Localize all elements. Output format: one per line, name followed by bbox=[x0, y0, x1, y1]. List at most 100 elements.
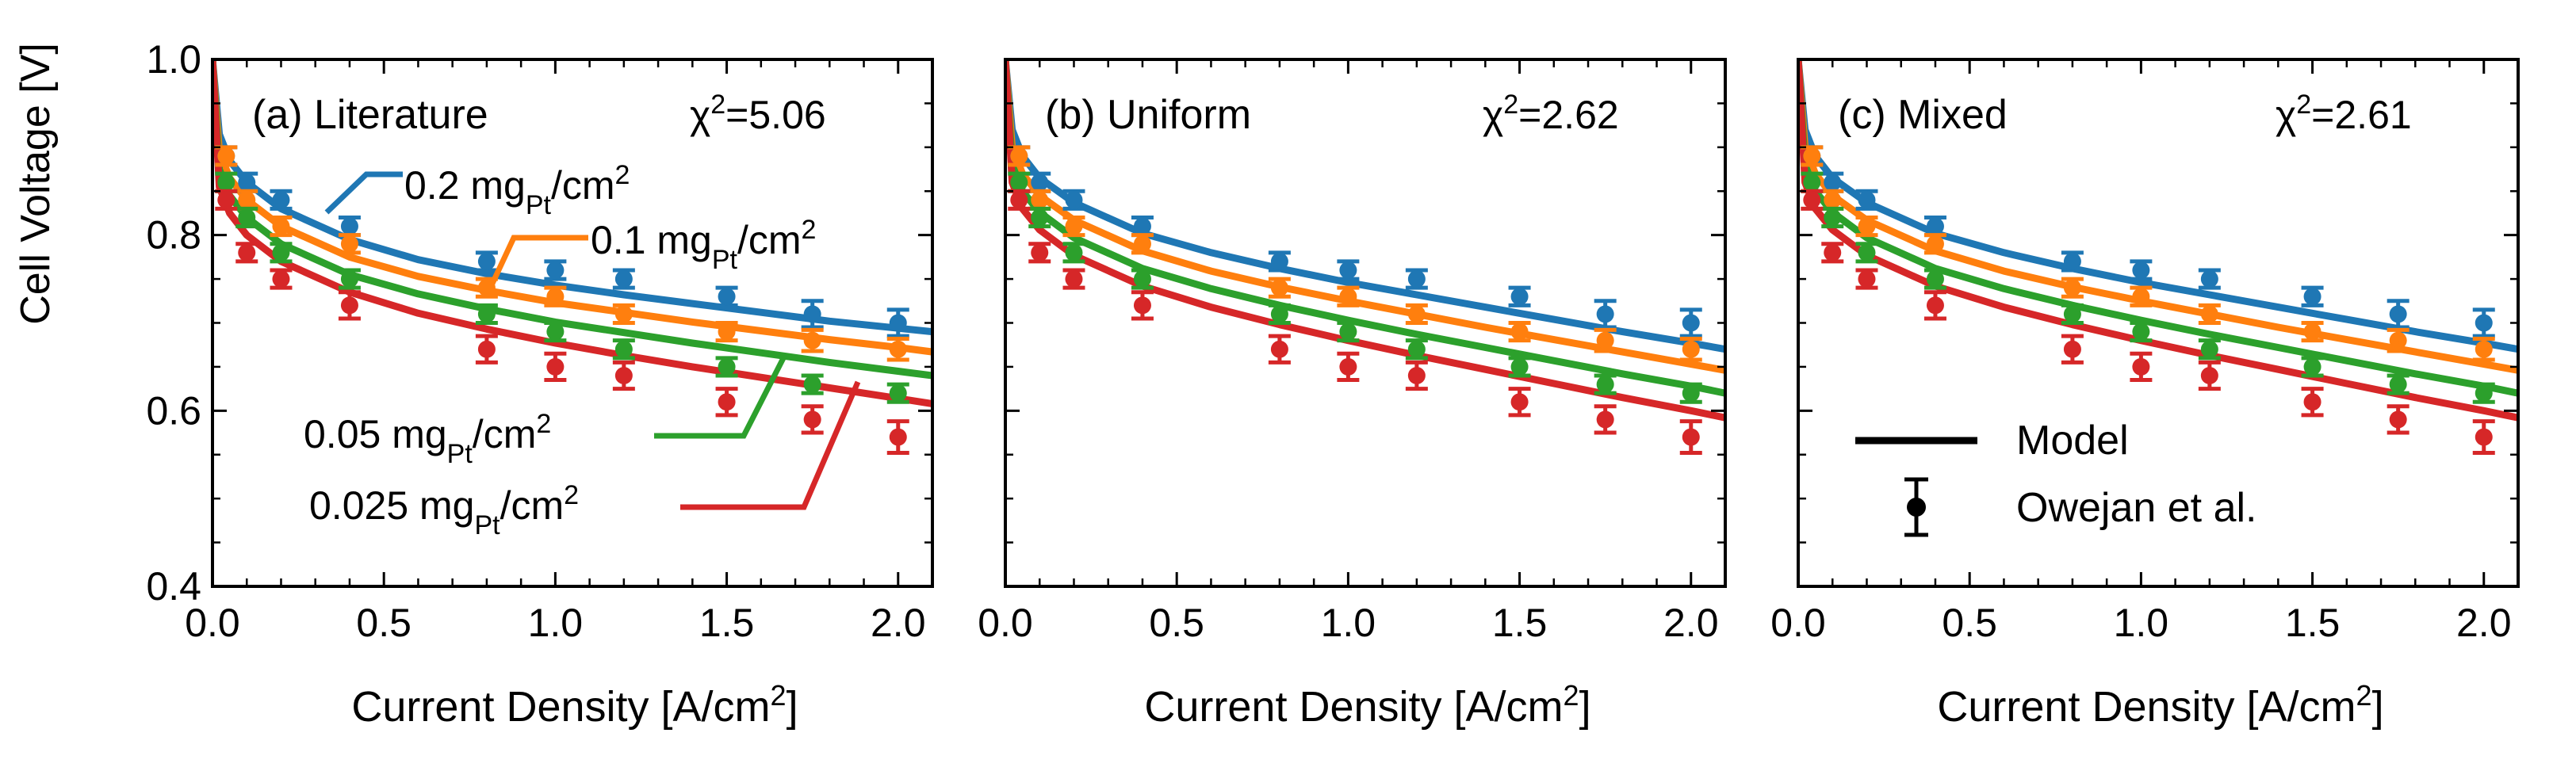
data-point-0.2 bbox=[546, 261, 565, 279]
x-axis-label-a-sup: 2 bbox=[771, 679, 787, 712]
data-point-0.1 bbox=[1065, 217, 1083, 235]
data-point-0.2 bbox=[1407, 270, 1426, 288]
data-point-0.05 bbox=[1407, 340, 1426, 358]
data-point-0.2 bbox=[803, 305, 821, 323]
x-tick-label: 0.0 bbox=[1770, 601, 1826, 645]
data-point-0.1 bbox=[1510, 323, 1529, 341]
panel-c-chi-value: =2.61 bbox=[2311, 93, 2412, 137]
series-label-0.05-mid: /cm bbox=[473, 412, 537, 456]
y-tick-label: 0.6 bbox=[146, 388, 201, 433]
data-point-0.2 bbox=[2200, 270, 2218, 288]
data-point-0.2 bbox=[238, 174, 256, 192]
panel-b-title: (b) Uniform bbox=[1045, 92, 1251, 138]
data-point-0.1 bbox=[1133, 235, 1151, 253]
series-label-0.1-pre: 0.1 mg bbox=[591, 218, 712, 262]
data-point-0.05 bbox=[803, 376, 821, 394]
panel-c-chi-sup: 2 bbox=[2296, 90, 2311, 120]
series-label-0.1-sub: Pt bbox=[712, 245, 738, 275]
data-point-0.2 bbox=[272, 191, 290, 209]
data-point-0.1 bbox=[718, 323, 736, 341]
data-point-0.05 bbox=[1926, 270, 1944, 288]
data-point-0.025 bbox=[1133, 296, 1151, 315]
data-point-0.025 bbox=[2063, 340, 2081, 358]
data-point-0.2 bbox=[718, 288, 736, 306]
x-axis-label-c: Current Density [A/cm2] bbox=[1937, 679, 2383, 731]
data-point-0.05 bbox=[1596, 376, 1614, 394]
x-axis-label-c-main: Current Density [A/cm bbox=[1937, 683, 2356, 731]
legend-data-label: Owejan et al. bbox=[2016, 485, 2257, 531]
data-point-0.025 bbox=[2132, 357, 2150, 376]
data-point-0.1 bbox=[1858, 217, 1876, 235]
series-label-0.2-pre: 0.2 mg bbox=[404, 163, 526, 208]
series-label-0.025: 0.025 mgPt/cm2 bbox=[309, 480, 579, 540]
panel-a-chi-square: χ2=5.06 bbox=[690, 90, 826, 137]
x-tick-label: 2.0 bbox=[1663, 601, 1719, 645]
series-label-0.025-sub: Pt bbox=[474, 510, 500, 540]
data-point-0.1 bbox=[1010, 147, 1028, 165]
x-tick-label: 2.0 bbox=[2456, 601, 2512, 645]
x-axis-label-a-end: ] bbox=[787, 683, 798, 731]
data-point-0.05 bbox=[1133, 270, 1151, 288]
series-label-0.05-pre: 0.05 mg bbox=[304, 412, 447, 456]
series-label-0.05: 0.05 mgPt/cm2 bbox=[304, 409, 551, 469]
x-tick-label: 0.5 bbox=[1149, 601, 1204, 645]
data-point-0.05 bbox=[1010, 174, 1028, 192]
data-point-0.025 bbox=[272, 270, 290, 288]
series-label-0.2-mid: /cm bbox=[551, 163, 615, 208]
data-point-0.025 bbox=[2303, 393, 2321, 411]
data-point-0.025 bbox=[1407, 367, 1426, 384]
data-point-0.1 bbox=[1407, 305, 1426, 323]
data-point-0.05 bbox=[217, 174, 235, 192]
data-point-0.1 bbox=[1803, 147, 1821, 165]
x-axis-label-b-end: ] bbox=[1579, 683, 1591, 731]
x-tick-label: 0.0 bbox=[185, 601, 240, 645]
leader-line-0.05 bbox=[654, 353, 788, 439]
x-tick-label: 1.0 bbox=[1321, 601, 1376, 645]
data-point-0.05 bbox=[1510, 357, 1529, 376]
data-point-0.1 bbox=[217, 147, 235, 165]
series-label-0.1: 0.1 mgPt/cm2 bbox=[591, 215, 816, 275]
x-tick-label: 0.0 bbox=[978, 601, 1033, 645]
data-point-0.025 bbox=[340, 296, 358, 315]
data-point-0.2 bbox=[2475, 314, 2493, 332]
x-axis-label-b-sup: 2 bbox=[1564, 679, 1579, 712]
data-point-0.2 bbox=[1065, 191, 1083, 209]
data-point-0.025 bbox=[718, 393, 736, 411]
data-point-0.05 bbox=[1858, 243, 1876, 261]
panel-c-chi-symbol: χ bbox=[2276, 93, 2296, 137]
series-label-0.025-pre: 0.025 mg bbox=[309, 483, 474, 528]
data-point-0.025 bbox=[2200, 367, 2218, 384]
data-point-0.2 bbox=[1824, 174, 1842, 192]
data-point-0.1 bbox=[272, 217, 290, 235]
series-label-0.1-mid: /cm bbox=[737, 218, 802, 262]
data-point-0.025 bbox=[477, 340, 496, 358]
x-axis-label-a-main: Current Density [A/cm bbox=[351, 683, 770, 731]
data-point-0.1 bbox=[1596, 331, 1614, 349]
data-point-0.05 bbox=[1803, 174, 1821, 192]
data-point-0.2 bbox=[1339, 261, 1357, 279]
series-label-0.025-sup: 2 bbox=[564, 480, 579, 510]
data-point-0.025 bbox=[1065, 270, 1083, 288]
series-label-0.1-sup: 2 bbox=[802, 215, 817, 245]
data-point-0.05 bbox=[272, 243, 290, 261]
panel-c: 0.0 0.5 1.0 1.5 2.0 bbox=[1770, 58, 2520, 645]
data-point-0.1 bbox=[1926, 235, 1944, 253]
data-point-0.1 bbox=[2389, 331, 2407, 349]
data-point-0.2 bbox=[340, 217, 358, 235]
panel-a: 0.0 0.5 1.0 1.5 2.0 0.4 0.6 0.8 1.0 bbox=[146, 37, 934, 645]
data-point-0.1 bbox=[546, 288, 565, 306]
data-point-0.1 bbox=[803, 331, 821, 349]
data-point-0.025 bbox=[1803, 191, 1821, 209]
panel-a-chi-symbol: χ bbox=[690, 93, 710, 137]
panel-b-chi-sup: 2 bbox=[1503, 90, 1518, 120]
data-point-0.05 bbox=[2303, 357, 2321, 376]
data-point-0.025 bbox=[614, 367, 633, 384]
data-point-0.1 bbox=[1682, 340, 1700, 358]
data-point-0.025 bbox=[2475, 428, 2493, 446]
data-point-0.2 bbox=[477, 252, 496, 270]
data-point-0.1 bbox=[2475, 340, 2493, 358]
data-point-0.2 bbox=[889, 314, 907, 332]
data-point-0.1 bbox=[2063, 279, 2081, 297]
data-point-0.1 bbox=[2200, 305, 2218, 323]
